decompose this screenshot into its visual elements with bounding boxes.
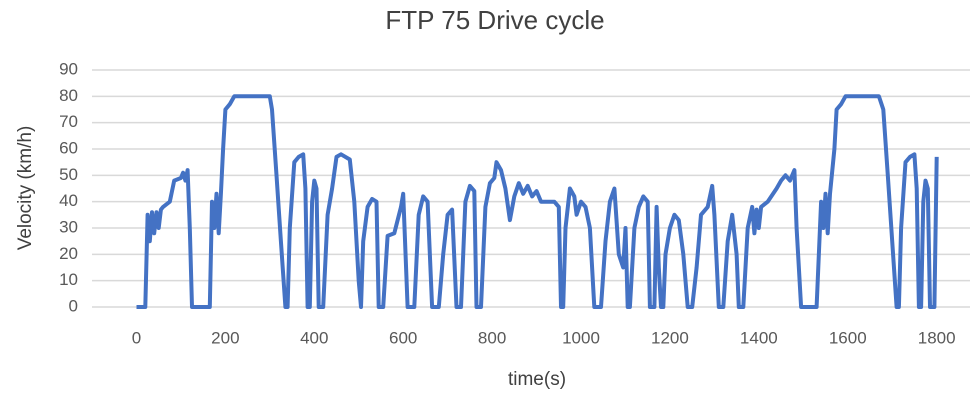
x-tick-label: 800 <box>478 328 506 347</box>
x-axis-title: time(s) <box>508 369 566 390</box>
data-line <box>136 94 939 309</box>
y-tick-label: 20 <box>59 244 78 263</box>
y-tick-label: 60 <box>59 138 78 157</box>
y-tick-label: 10 <box>59 270 78 289</box>
y-tick-label: 40 <box>59 191 78 210</box>
x-tick-label: 200 <box>211 328 239 347</box>
y-tick-label: 90 <box>59 59 78 78</box>
x-tick-label: 1400 <box>740 328 778 347</box>
x-tick-label: 1600 <box>829 328 867 347</box>
chart-title: FTP 75 Drive cycle <box>385 5 604 35</box>
x-tick-label: 400 <box>300 328 328 347</box>
y-tick-label: 80 <box>59 86 78 105</box>
x-tick-label: 0 <box>132 328 141 347</box>
x-tick-label: 1800 <box>918 328 956 347</box>
x-tick-label: 600 <box>389 328 417 347</box>
y-tick-label: 50 <box>59 165 78 184</box>
y-tick-label: 0 <box>69 296 78 315</box>
x-tick-label: 1200 <box>651 328 689 347</box>
y-axis-title: Velocity (km/h) <box>15 126 36 251</box>
x-tick-label: 1000 <box>562 328 600 347</box>
y-tick-label: 70 <box>59 112 78 131</box>
y-tick-label: 30 <box>59 217 78 236</box>
